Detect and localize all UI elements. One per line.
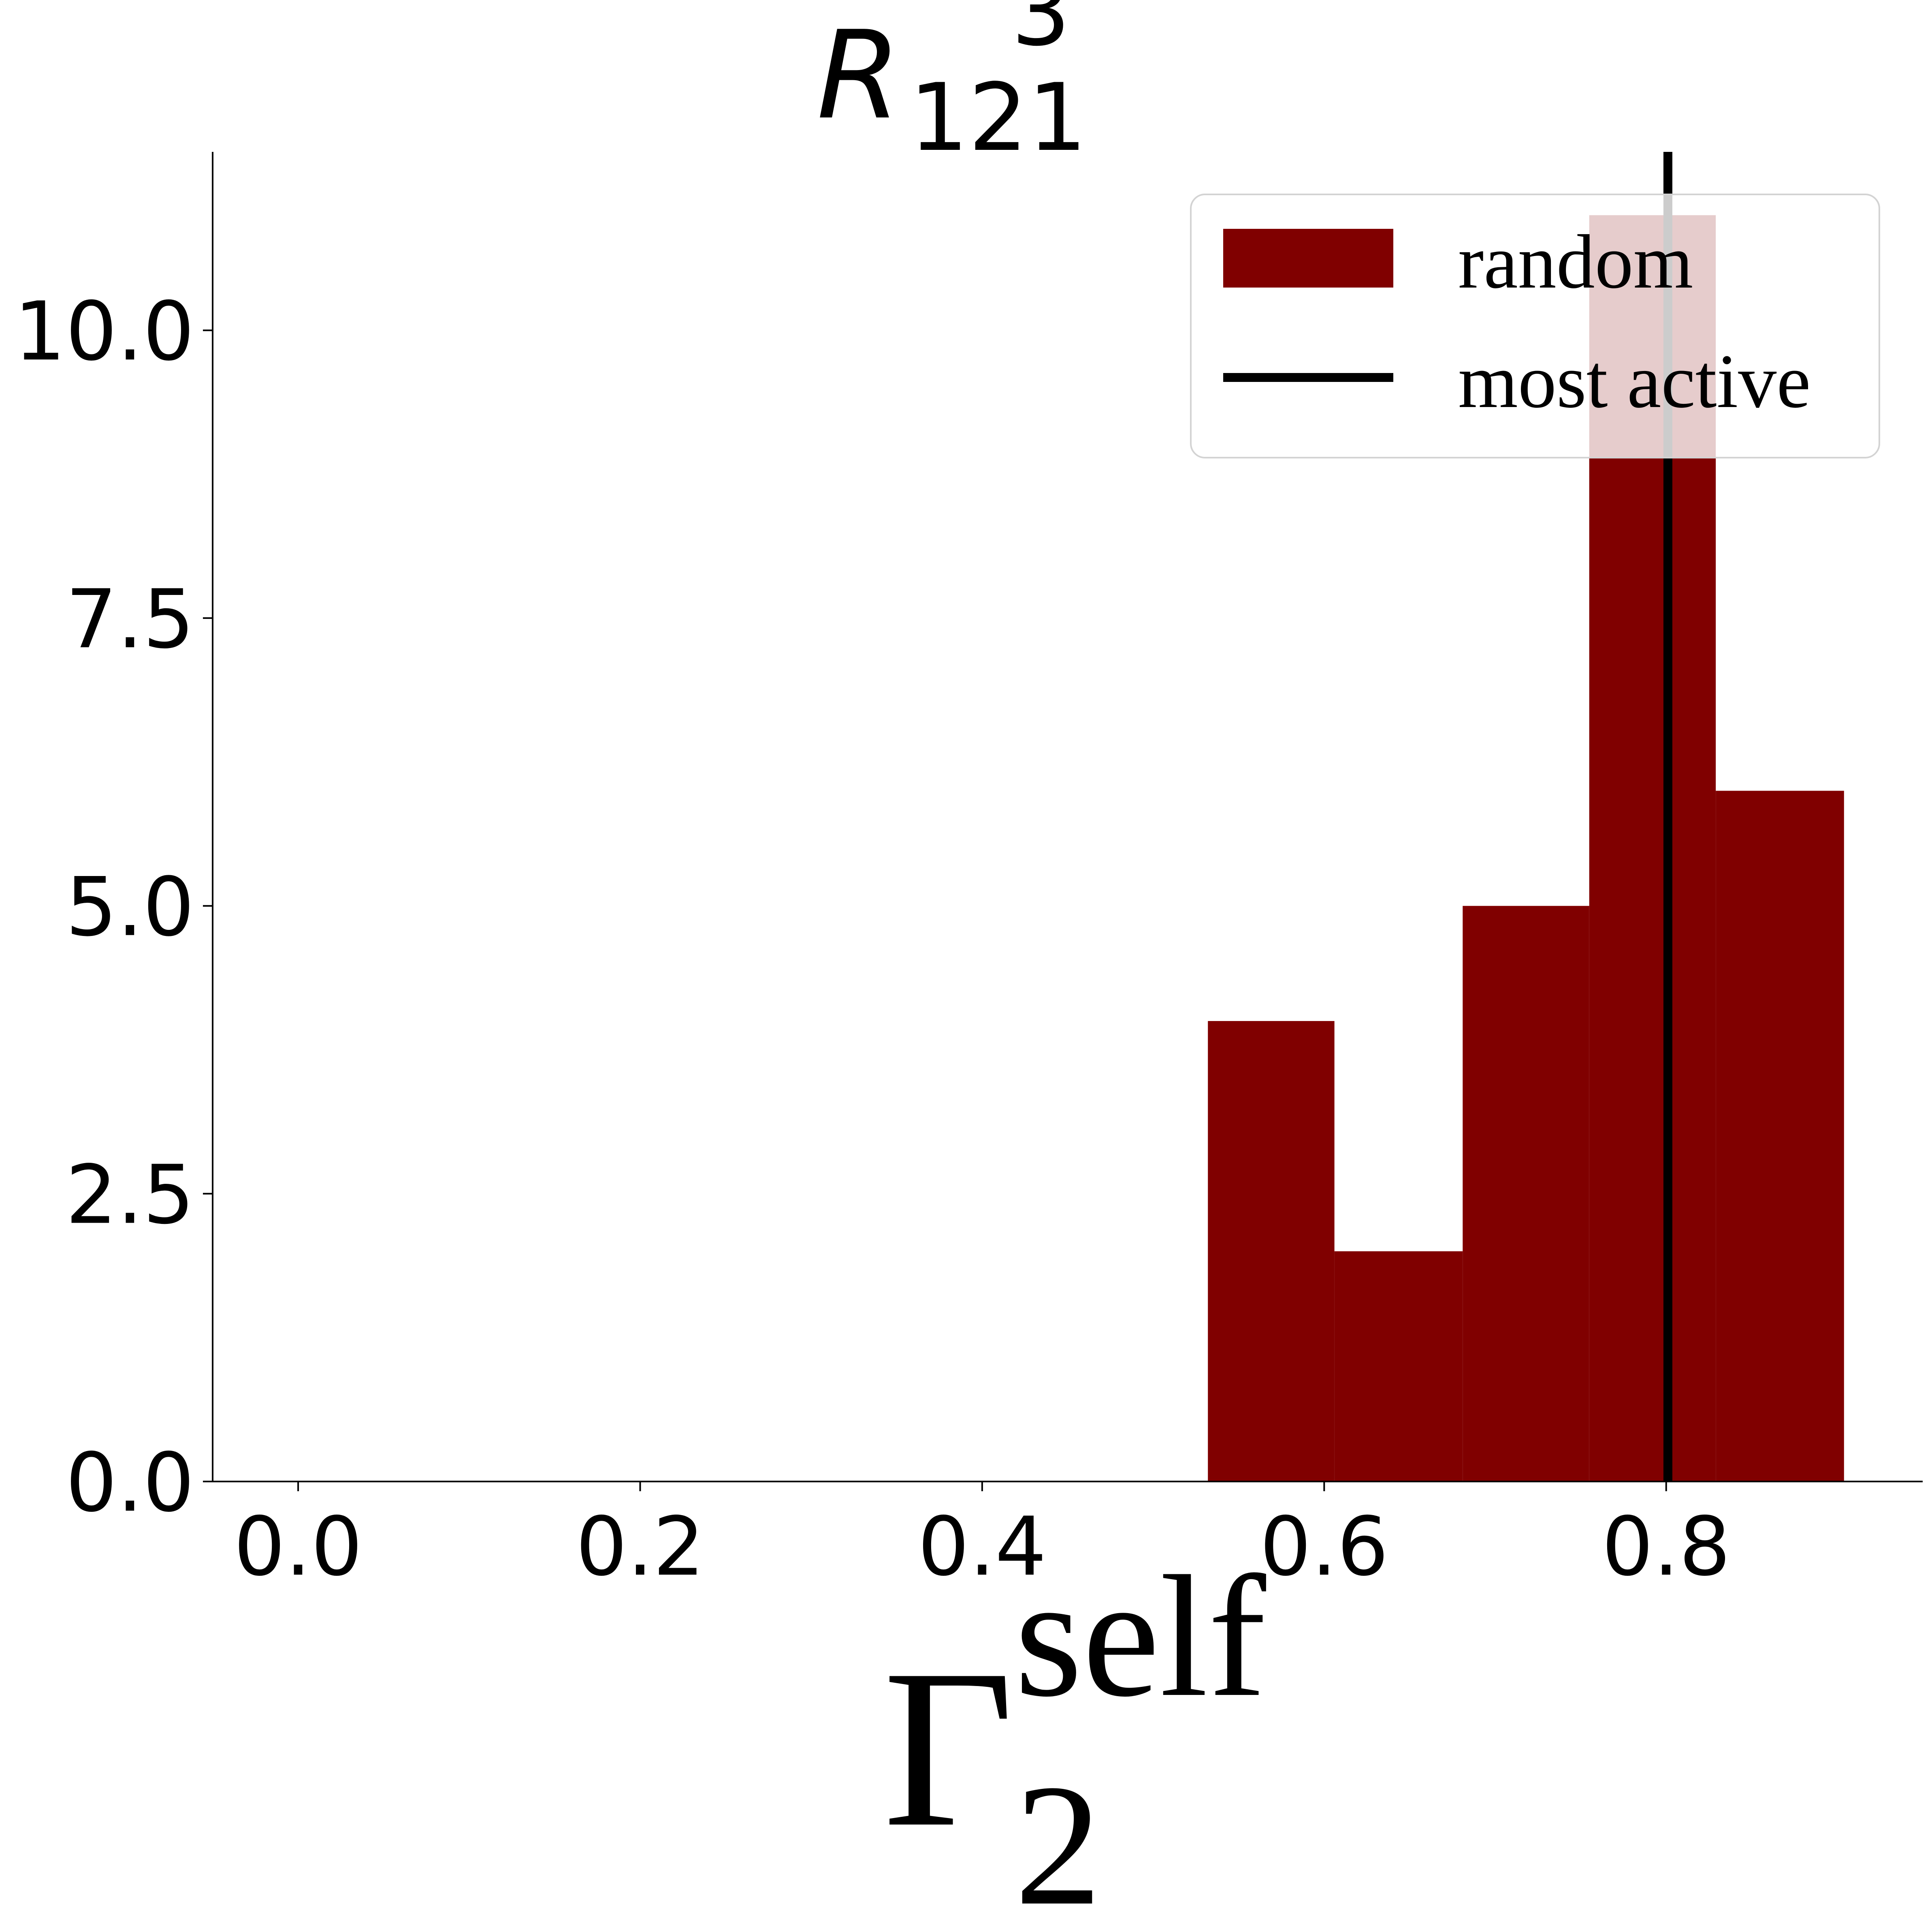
x-tick-label: 0.2 xyxy=(576,1500,704,1594)
histogram-bar xyxy=(1716,791,1844,1481)
histogram-bar xyxy=(1208,1021,1335,1481)
legend-label-most-active: most active xyxy=(1458,339,1811,424)
chart-title-superscript: 3 xyxy=(1011,0,1070,67)
y-tick-label: 7.5 xyxy=(66,572,194,667)
x-axis-ticks: 0.0 0.2 0.4 0.6 0.8 xyxy=(234,1481,1731,1594)
y-tick-label: 2.5 xyxy=(66,1148,194,1242)
x-tick-label: 0.0 xyxy=(234,1500,363,1594)
x-axis-label-superscript: self xyxy=(1015,1540,1268,1733)
y-tick-label: 5.0 xyxy=(66,860,194,955)
legend: random most active xyxy=(1190,194,1880,458)
chart-title-base: R xyxy=(817,5,901,146)
x-tick-label: 0.6 xyxy=(1260,1500,1388,1594)
legend-label-random: random xyxy=(1458,220,1693,305)
y-axis-ticks: 0.0 2.5 5.0 7.5 10.0 xyxy=(14,285,213,1530)
x-tick-label: 0.4 xyxy=(918,1500,1047,1594)
histogram-bar xyxy=(1463,906,1589,1481)
legend-swatch-random xyxy=(1223,229,1393,288)
histogram-bar xyxy=(1334,1251,1463,1481)
x-tick-label: 0.8 xyxy=(1602,1500,1731,1594)
x-axis-label-subscript: 2 xyxy=(1015,1749,1102,1927)
y-tick-label: 0.0 xyxy=(66,1436,194,1530)
x-axis-label-base: Γ xyxy=(883,1623,1014,1874)
chart-title-subscript: 121 xyxy=(909,64,1087,172)
y-tick-label: 10.0 xyxy=(14,285,194,379)
chart-title: R1213 xyxy=(817,0,1087,172)
x-axis-label: Γ self 2 xyxy=(883,1540,1268,1927)
